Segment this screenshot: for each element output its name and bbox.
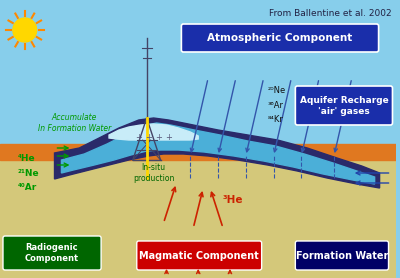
Bar — [0, 144, 396, 160]
Text: Radiogenic
Component: Radiogenic Component — [24, 243, 78, 263]
Text: ³He: ³He — [223, 195, 243, 205]
Bar — [0, 148, 396, 278]
FancyBboxPatch shape — [3, 236, 101, 270]
Polygon shape — [62, 123, 375, 184]
FancyBboxPatch shape — [181, 24, 378, 52]
Text: From Ballentine et al. 2002: From Ballentine et al. 2002 — [269, 9, 392, 18]
Polygon shape — [54, 118, 380, 188]
Text: Atmospheric Component: Atmospheric Component — [207, 33, 352, 43]
Text: Accumulate
In Formation Water: Accumulate In Formation Water — [38, 113, 111, 133]
FancyBboxPatch shape — [295, 241, 388, 270]
Polygon shape — [109, 124, 198, 140]
FancyBboxPatch shape — [295, 86, 392, 125]
Text: Aquifer Recharge
'air' gases: Aquifer Recharge 'air' gases — [300, 96, 388, 116]
Text: Magmatic Component: Magmatic Component — [139, 251, 259, 261]
Bar — [0, 0, 396, 160]
Text: Formation Water: Formation Water — [296, 251, 388, 261]
Text: ²⁰Ne
³⁶Ar
⁸⁴Kr: ²⁰Ne ³⁶Ar ⁸⁴Kr — [268, 86, 286, 124]
Circle shape — [13, 18, 37, 42]
Text: ⁴He
²¹Ne
⁴⁰Ar: ⁴He ²¹Ne ⁴⁰Ar — [18, 154, 40, 192]
FancyBboxPatch shape — [137, 241, 262, 270]
Text: +: + — [135, 133, 142, 142]
Text: +: + — [165, 133, 172, 142]
Text: +: + — [145, 133, 152, 142]
Text: In-situ
production: In-situ production — [133, 163, 174, 183]
Text: +: + — [155, 133, 162, 142]
